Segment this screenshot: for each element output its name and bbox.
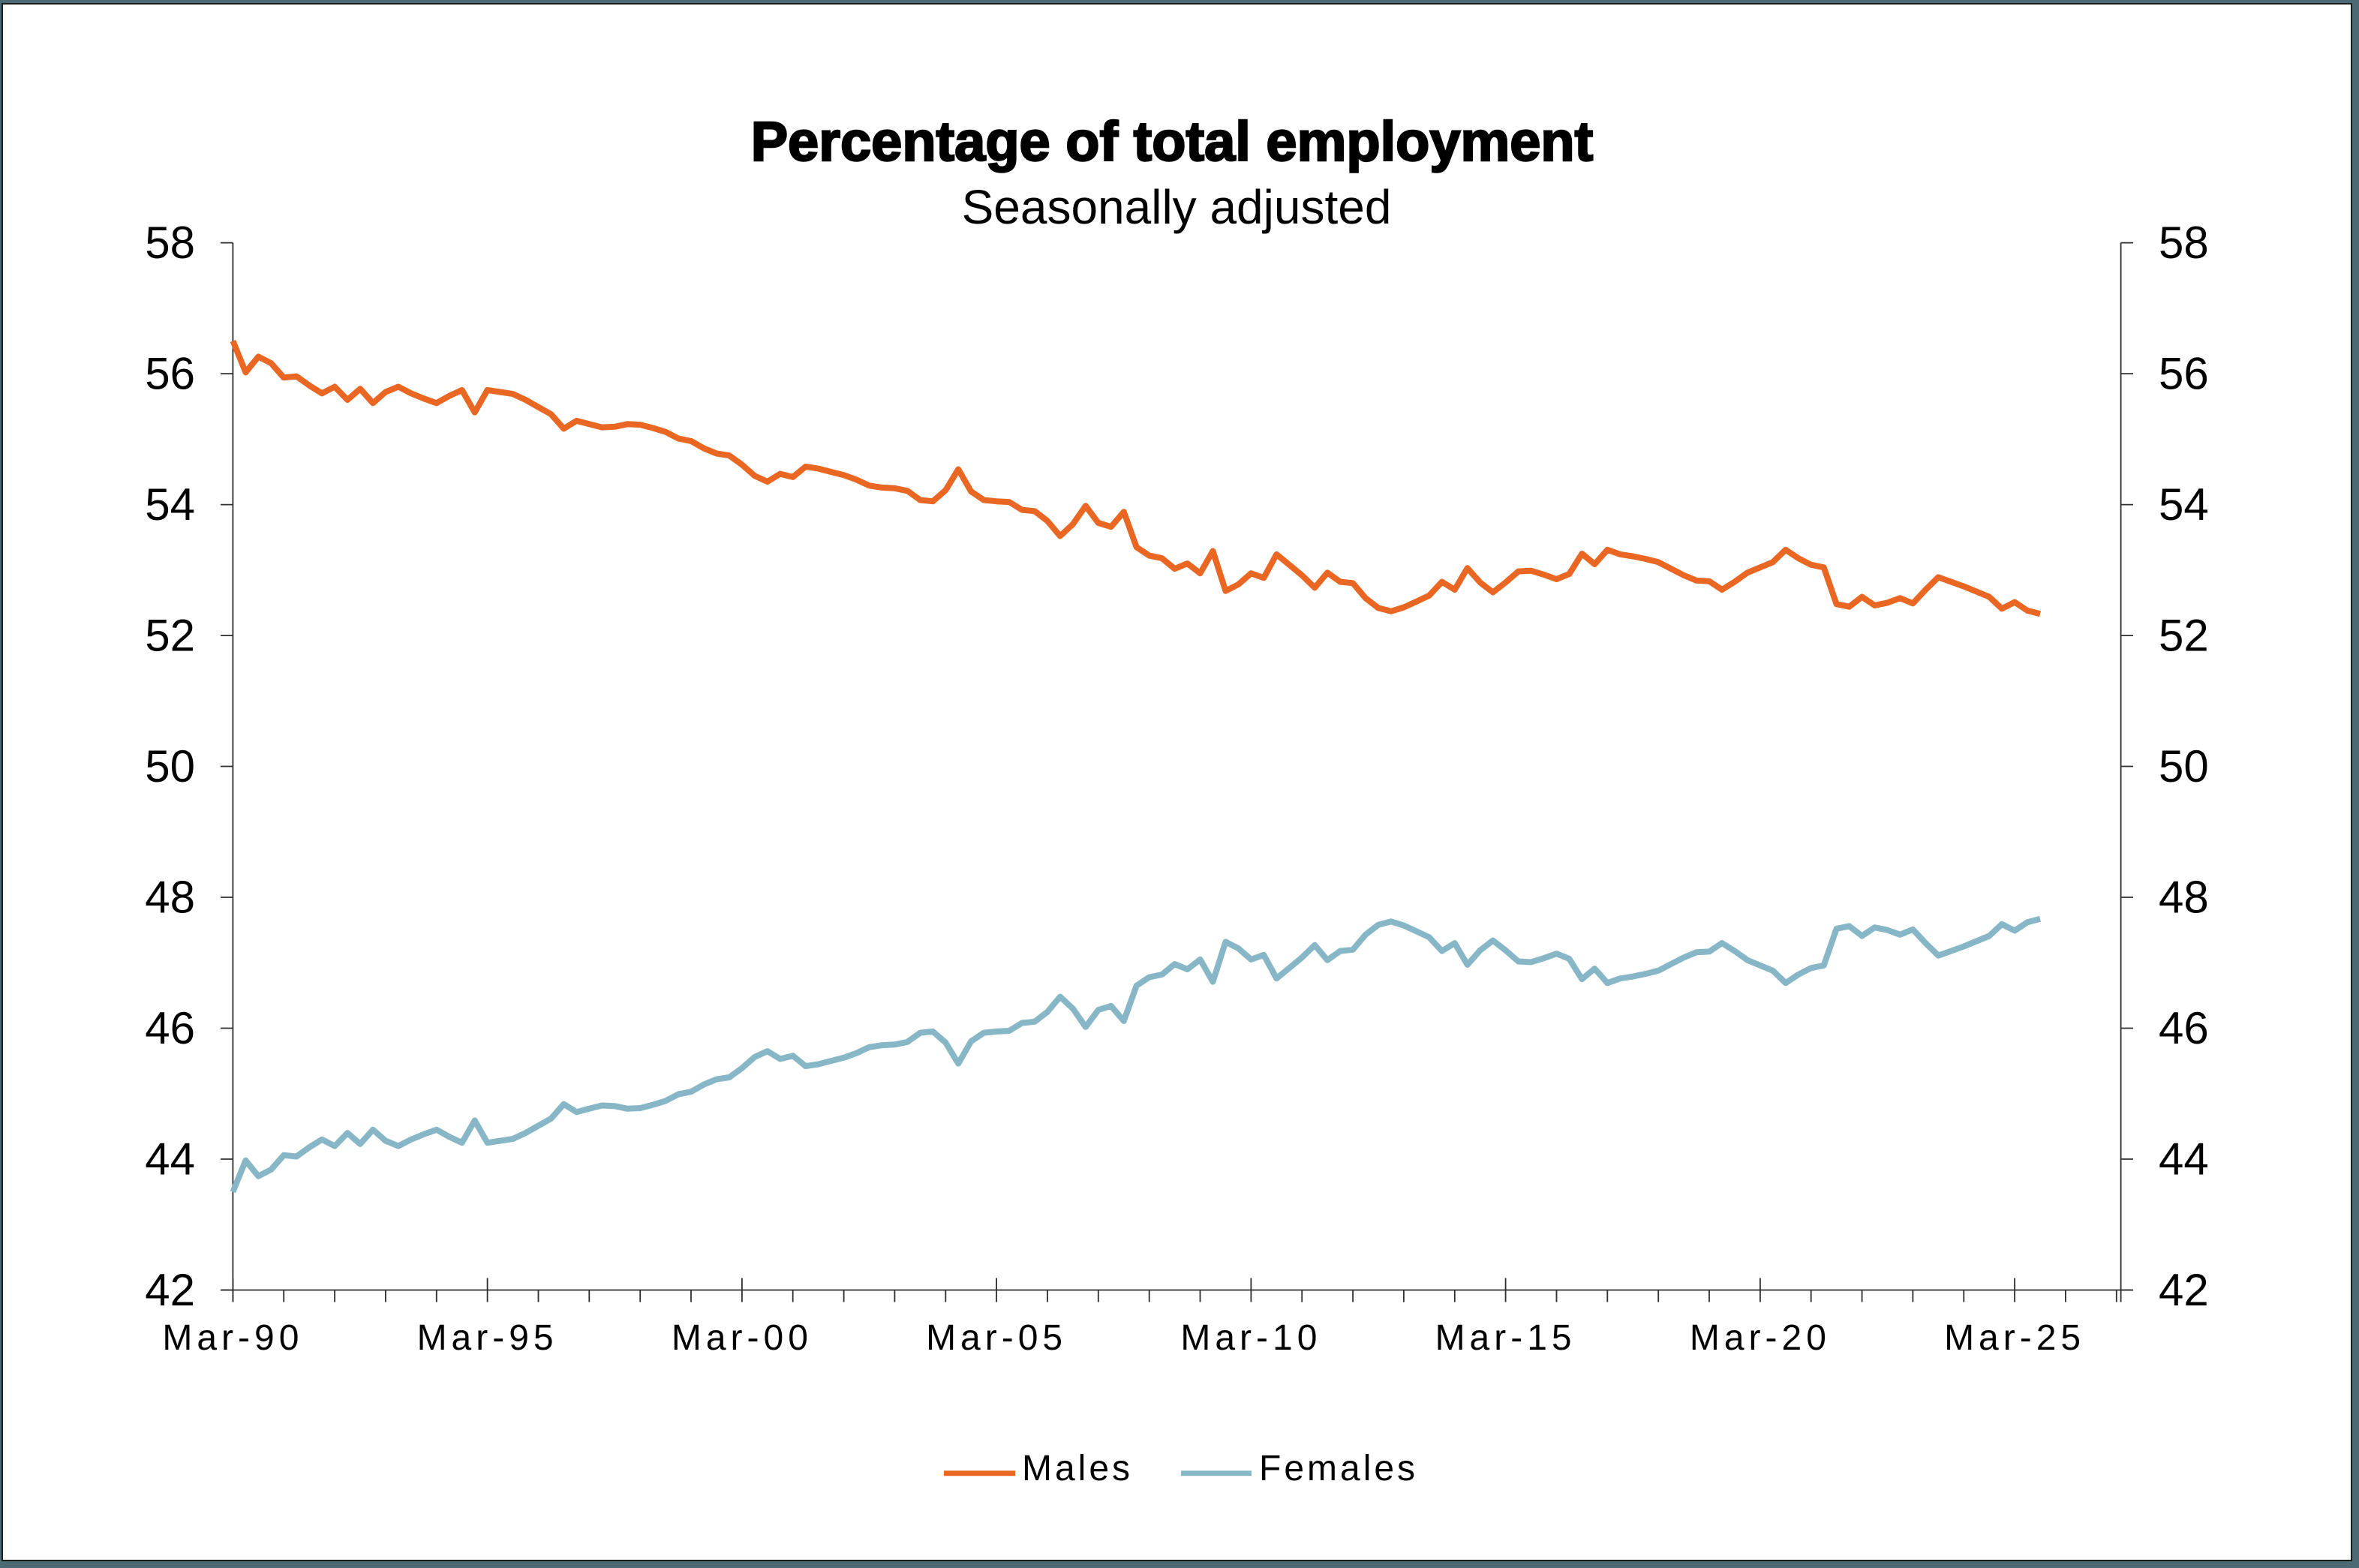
- svg-text:48: 48: [145, 873, 195, 923]
- svg-text:Mar-10: Mar-10: [1180, 1318, 1321, 1358]
- svg-text:54: 54: [145, 479, 195, 530]
- svg-text:54: 54: [2159, 479, 2209, 530]
- svg-text:56: 56: [145, 349, 195, 399]
- svg-text:50: 50: [2159, 741, 2209, 792]
- svg-text:Mar-95: Mar-95: [417, 1318, 558, 1358]
- svg-text:46: 46: [145, 1003, 195, 1053]
- svg-text:58: 58: [2159, 218, 2209, 268]
- svg-text:Mar-25: Mar-25: [1944, 1318, 2085, 1358]
- svg-text:Mar-05: Mar-05: [926, 1318, 1067, 1358]
- svg-text:Seasonally adjusted: Seasonally adjusted: [962, 180, 1392, 234]
- svg-text:52: 52: [145, 611, 195, 661]
- svg-text:44: 44: [2159, 1134, 2209, 1185]
- svg-text:Mar-90: Mar-90: [162, 1318, 303, 1358]
- svg-text:Mar-00: Mar-00: [672, 1318, 813, 1358]
- svg-text:Males: Males: [1022, 1449, 1133, 1488]
- svg-text:50: 50: [145, 741, 195, 792]
- svg-text:58: 58: [145, 218, 195, 268]
- svg-text:48: 48: [2159, 873, 2209, 923]
- svg-text:Mar-20: Mar-20: [1690, 1318, 1831, 1358]
- svg-text:42: 42: [2159, 1265, 2209, 1315]
- svg-text:Percentage of total employment: Percentage of total employment: [751, 110, 1594, 173]
- svg-text:Females: Females: [1259, 1449, 1418, 1488]
- svg-text:52: 52: [2159, 611, 2209, 661]
- svg-text:44: 44: [145, 1134, 195, 1185]
- svg-text:46: 46: [2159, 1003, 2209, 1053]
- svg-text:Mar-15: Mar-15: [1435, 1318, 1576, 1358]
- svg-text:56: 56: [2159, 349, 2209, 399]
- svg-text:42: 42: [145, 1265, 195, 1315]
